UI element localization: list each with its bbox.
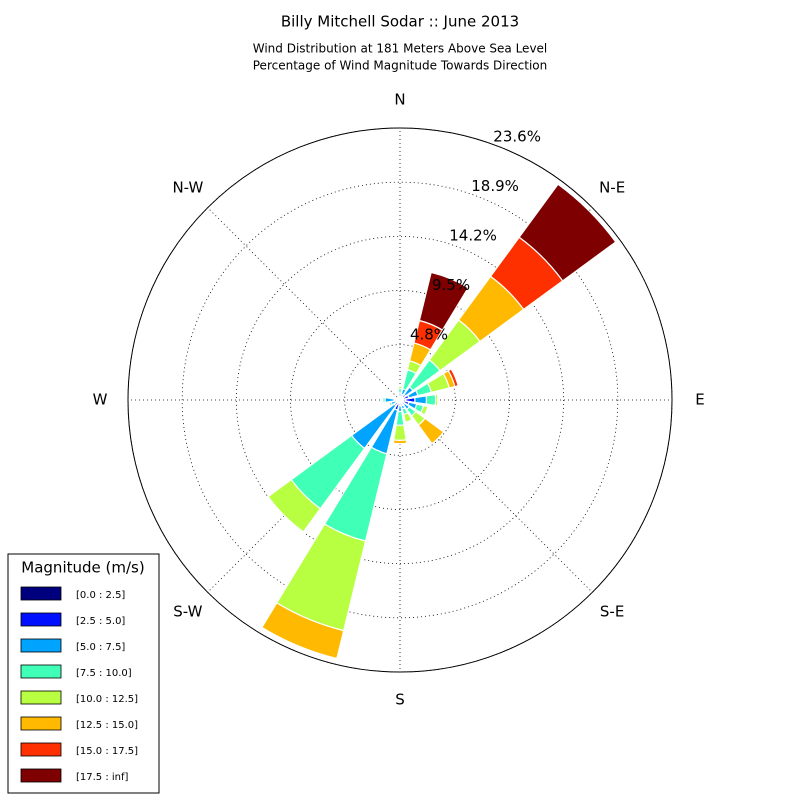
legend-label: [2.5 : 5.0] xyxy=(76,616,125,627)
grid-circle xyxy=(235,235,565,565)
grid-radial xyxy=(207,207,401,401)
legend-swatch xyxy=(20,768,62,783)
bar-segment xyxy=(418,271,470,331)
bar-segment xyxy=(388,402,391,407)
legend-label: [15.0 : 17.5] xyxy=(76,746,138,757)
bar-segment xyxy=(393,424,407,441)
bar-segment xyxy=(425,393,437,407)
bar-segment xyxy=(384,397,395,403)
legend-label: [17.5 : inf] xyxy=(76,772,129,783)
r-tick-label: 14.2% xyxy=(449,226,497,244)
legend-title: Magnitude (m/s) xyxy=(21,559,144,577)
bar-segment xyxy=(414,395,428,405)
r-tick-label: 23.6% xyxy=(493,127,541,145)
grid-radial xyxy=(399,399,593,593)
chart-subtitle: Percentage of Wind Magnitude Towards Dir… xyxy=(253,59,547,73)
chart-title: Billy Mitchell Sodar :: June 2013 xyxy=(281,13,519,31)
legend-label: [7.5 : 10.0] xyxy=(76,668,132,679)
legend-swatch xyxy=(20,716,62,731)
direction-label: S-W xyxy=(173,603,202,621)
legend-label: [5.0 : 7.5] xyxy=(76,642,125,653)
legend-swatch xyxy=(20,612,62,627)
direction-label: S xyxy=(395,691,405,709)
grid-circle xyxy=(290,290,510,510)
legend-swatch xyxy=(20,742,62,757)
direction-label: N-E xyxy=(599,178,625,196)
direction-label: N-W xyxy=(172,178,203,196)
legend-label: [0.0 : 2.5] xyxy=(76,590,125,601)
r-tick-label: 4.8% xyxy=(410,325,448,343)
bar-segment xyxy=(261,627,337,660)
direction-label: W xyxy=(93,391,108,409)
plot-frame xyxy=(127,127,673,673)
grid-circle xyxy=(181,181,619,619)
bar-segment xyxy=(424,406,429,416)
legend-label: [12.5 : 15.0] xyxy=(76,720,138,731)
legend-swatch xyxy=(20,638,62,653)
legend-swatch xyxy=(20,586,62,601)
chart-subtitle: Wind Distribution at 181 Meters Above Se… xyxy=(253,42,548,56)
bar-segment xyxy=(393,442,407,445)
r-tick-label: 18.9% xyxy=(471,177,519,195)
bar-segment xyxy=(450,368,459,386)
bar-segment xyxy=(518,183,617,282)
direction-label: E xyxy=(695,391,704,409)
legend-swatch xyxy=(20,690,62,705)
bar-segment xyxy=(267,496,304,533)
legend-label: [10.0 : 12.5] xyxy=(76,694,138,705)
legend-swatch xyxy=(20,664,62,679)
r-tick-label: 9.5% xyxy=(432,276,470,294)
direction-label: S-E xyxy=(600,603,624,621)
grid-circle xyxy=(344,344,456,456)
direction-label: N xyxy=(394,91,405,109)
